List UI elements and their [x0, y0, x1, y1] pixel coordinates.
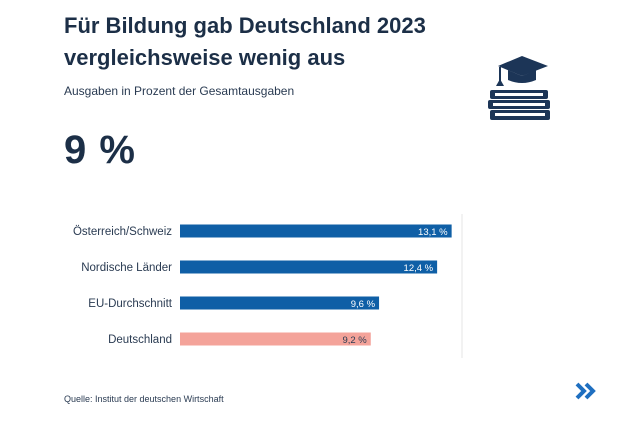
category-label: Nordische Länder — [81, 262, 172, 274]
category-label: EU-Durchschnitt — [88, 298, 173, 310]
double-chevron-right-icon[interactable] — [574, 381, 598, 401]
bar — [180, 296, 380, 310]
highlight-value: 9 % — [64, 128, 136, 172]
bar — [180, 224, 452, 238]
graduation-cap-books-icon — [488, 56, 550, 120]
data-label: 12,4 % — [404, 263, 434, 274]
bar — [180, 332, 371, 346]
data-label: 13,1 % — [418, 227, 448, 238]
data-label: 9,6 % — [351, 299, 376, 310]
chart-title: Für Bildung gab Deutschland 2023 verglei… — [64, 13, 426, 70]
bar-chart: Österreich/Schweiz 13,1 % Nordische Länder… — [73, 214, 463, 358]
chart-subtitle: Ausgaben in Prozent der Gesamtausgaben — [64, 84, 295, 98]
category-label: Österreich/Schweiz — [73, 226, 172, 238]
bar — [180, 260, 438, 274]
source-note: Quelle: Institut der deutschen Wirtschaf… — [64, 394, 224, 404]
category-label: Deutschland — [108, 334, 172, 346]
data-label: 9,2 % — [342, 335, 367, 346]
